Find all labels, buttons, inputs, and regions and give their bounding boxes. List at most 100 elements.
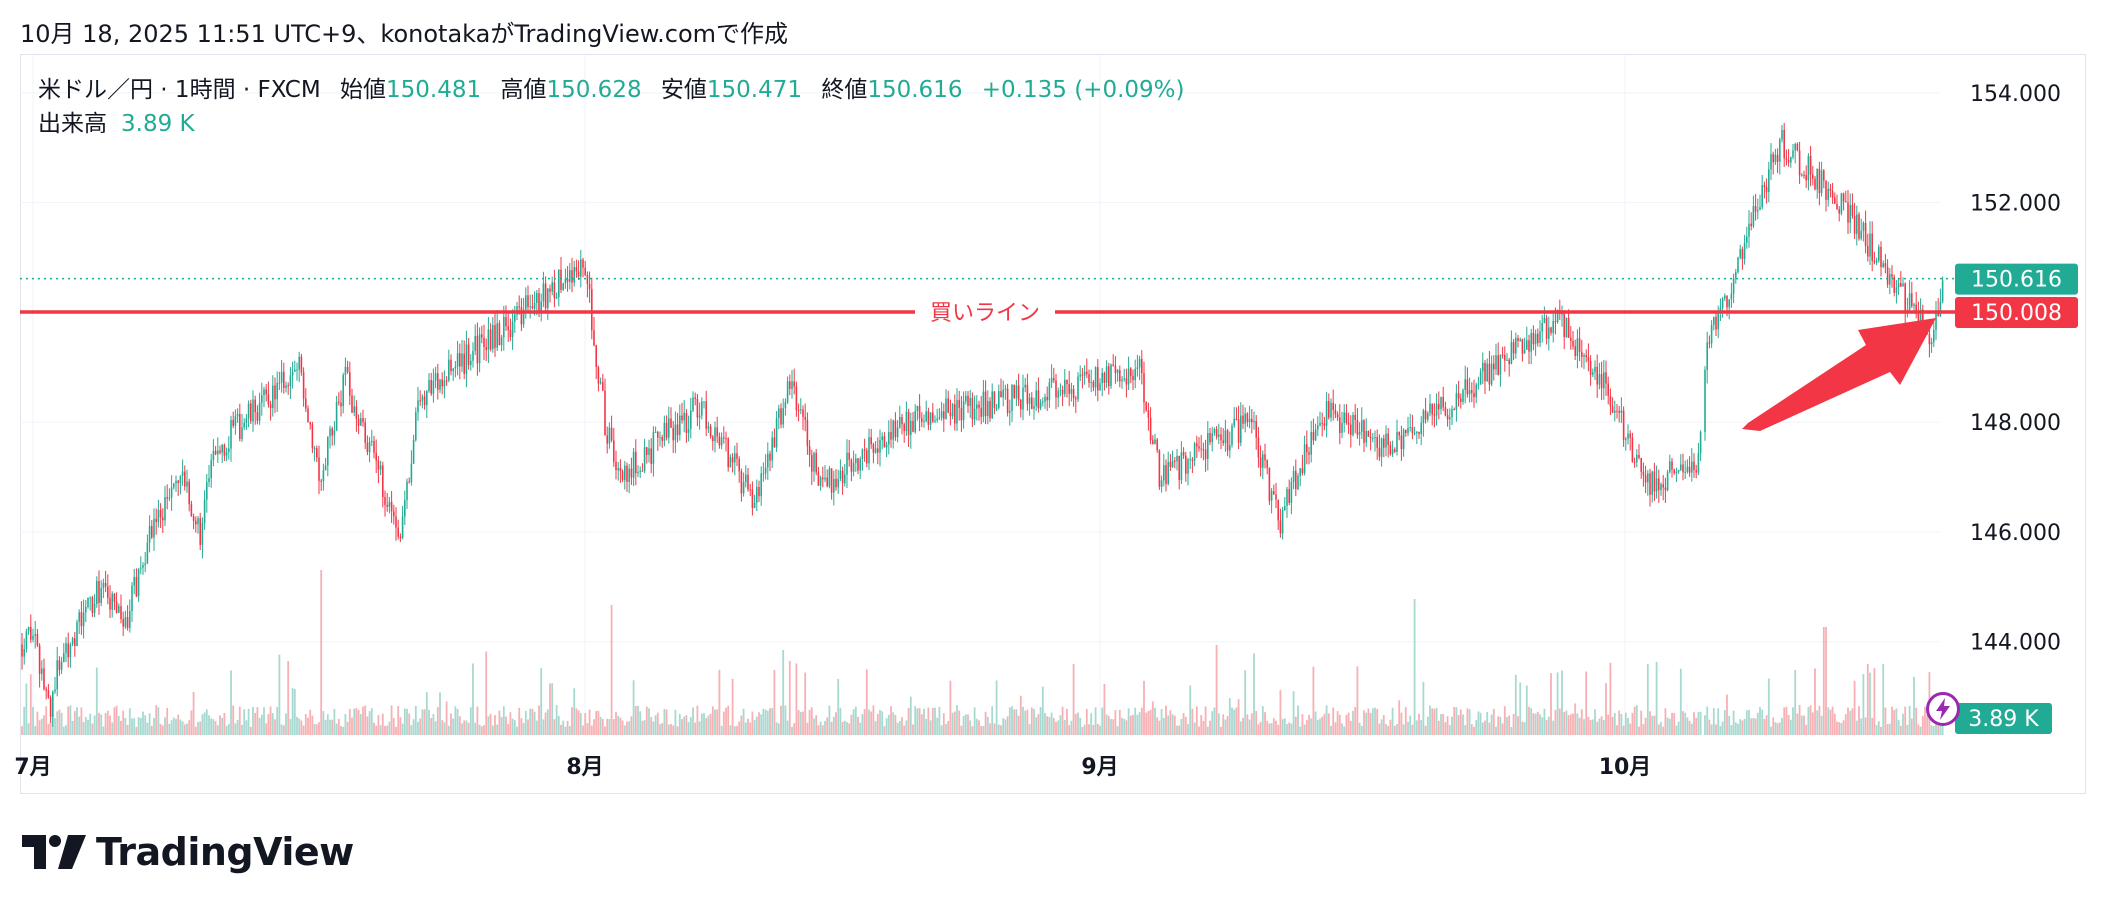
- volume-bar: [1288, 722, 1291, 735]
- volume-bar: [769, 708, 771, 735]
- candle-body: [795, 386, 798, 411]
- candle-body: [1649, 473, 1651, 495]
- candle-body: [687, 428, 690, 433]
- candle-body: [835, 478, 837, 488]
- candle-body: [1365, 431, 1367, 443]
- volume-bar: [566, 720, 569, 735]
- volume-bar: [1035, 717, 1038, 735]
- volume-bar: [1239, 721, 1242, 735]
- volume-bar: [861, 714, 864, 735]
- candle-body: [679, 415, 681, 435]
- volume-bar: [1752, 717, 1755, 735]
- volume-bar: [498, 710, 501, 735]
- candle-body: [300, 356, 303, 373]
- volume-bar: [450, 713, 452, 735]
- candle-body: [1097, 367, 1099, 391]
- lightning-icon[interactable]: [1926, 692, 1960, 726]
- candle-body: [146, 542, 149, 564]
- volume-bar: [1737, 723, 1739, 735]
- candle-body: [203, 499, 206, 524]
- volume-bar: [821, 725, 824, 735]
- candle-body: [1321, 423, 1323, 425]
- volume-bar: [84, 716, 87, 735]
- volume-bar: [1099, 725, 1101, 735]
- volume-bar: [34, 725, 37, 735]
- volume-bar: [579, 713, 582, 735]
- candle-body: [111, 593, 113, 610]
- candle-body: [698, 415, 701, 418]
- candle-body: [472, 350, 474, 361]
- candle-body: [1116, 370, 1119, 374]
- candle-body: [1088, 374, 1090, 383]
- volume-bar: [331, 719, 334, 735]
- candle-body: [465, 344, 468, 374]
- candle-body: [822, 477, 824, 480]
- candle-body: [448, 359, 450, 381]
- volume-bar: [1347, 712, 1350, 735]
- volume-bar: [1743, 718, 1746, 735]
- candle-body: [648, 448, 650, 455]
- candle-body: [1009, 411, 1011, 413]
- candle-body: [1869, 233, 1871, 257]
- candle-body: [507, 326, 509, 331]
- candle-body: [397, 527, 399, 537]
- volume-bar: [1385, 724, 1387, 735]
- candle-body: [586, 275, 589, 284]
- candle-body: [1523, 349, 1526, 354]
- candle-body: [749, 489, 751, 491]
- volume-bar: [1638, 726, 1640, 735]
- candle-body: [584, 267, 586, 276]
- volume-bar: [1101, 707, 1104, 735]
- candle-body: [960, 407, 963, 421]
- open-label: 始値: [340, 77, 387, 103]
- candle-body: [1050, 377, 1053, 383]
- tradingview-logo[interactable]: TradingView: [22, 830, 354, 874]
- candle-body: [267, 394, 270, 405]
- candle-body: [1880, 246, 1882, 267]
- volume-bar: [1396, 723, 1398, 735]
- volume-bar: [929, 720, 932, 735]
- volume-bar: [524, 710, 527, 735]
- candle-body: [742, 482, 745, 494]
- candle-body: [566, 279, 569, 282]
- volume-bar: [1440, 714, 1442, 735]
- volume-bar: [1642, 724, 1645, 735]
- volume-bar: [740, 715, 743, 735]
- candle-body: [1444, 407, 1447, 416]
- candle-body: [547, 288, 549, 309]
- volume-bar: [1796, 713, 1799, 735]
- candle-body: [1534, 333, 1537, 345]
- candle-body: [85, 606, 87, 613]
- volume-bar: [788, 660, 791, 735]
- candle-body: [151, 525, 153, 538]
- candle-body: [1605, 372, 1607, 384]
- candle-body: [555, 297, 558, 299]
- volume-bar: [1209, 720, 1211, 735]
- volume-bar: [1820, 715, 1823, 735]
- volume-bar: [1206, 726, 1209, 735]
- volume-bar: [210, 718, 213, 735]
- volume-bar: [1314, 711, 1317, 735]
- volume-label: 出来高: [38, 111, 107, 137]
- volume-bar: [513, 720, 516, 735]
- candle-body: [949, 412, 952, 417]
- volume-bar: [907, 707, 910, 735]
- y-axis[interactable]: 154.000 152.000 148.000 146.000 144.000: [1970, 82, 2061, 656]
- candle-body: [1592, 372, 1594, 375]
- volume-bar: [1561, 670, 1563, 735]
- volume-bar: [483, 725, 485, 735]
- volume-bar: [1156, 717, 1159, 735]
- price-chart[interactable]: 買いライン 7月 8月 9月 10月 154.000 152.000 148.0…: [0, 0, 2108, 800]
- volume-bar: [21, 726, 23, 735]
- symbol-label[interactable]: 米ドル／円 · 1時間 · FXCM: [38, 77, 321, 103]
- candle-body: [965, 395, 967, 402]
- candle-body: [494, 325, 496, 348]
- candle-body: [373, 440, 375, 453]
- volume-bar: [487, 716, 490, 735]
- volume-bar: [755, 716, 758, 735]
- candle-body: [340, 402, 342, 407]
- candle-body: [467, 344, 470, 365]
- candle-body: [43, 668, 45, 689]
- volume-bar: [381, 713, 384, 735]
- candle-body: [197, 518, 199, 525]
